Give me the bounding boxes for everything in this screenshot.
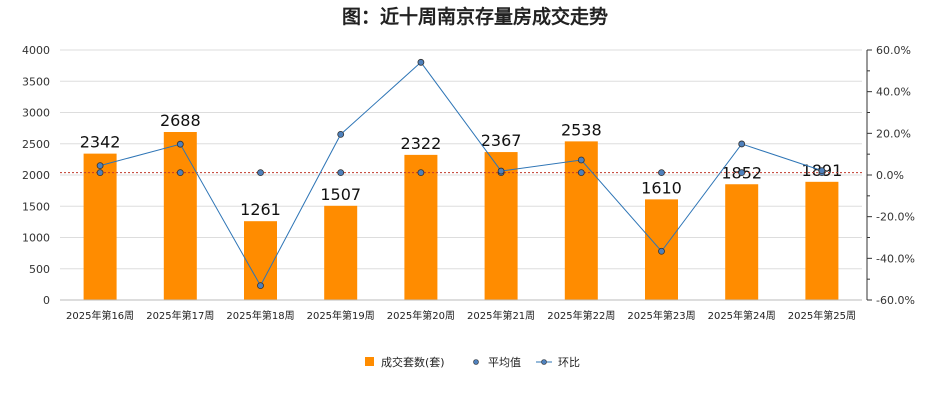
bar (805, 181, 839, 300)
right-tick-label: 20.0% (876, 127, 911, 140)
left-tick-label: 0 (43, 294, 50, 307)
x-tick-label: 2025年第23周 (627, 309, 695, 322)
right-axis: -60.0% -40.0% -20.0% 0.0% 20.0% 40.0% 60.0% (866, 44, 915, 307)
legend-label: 成交套数(套) (381, 355, 445, 369)
x-tick-label: 2025年第22周 (547, 309, 615, 322)
legend-marker-mom (541, 359, 547, 365)
average-point (738, 169, 746, 177)
bar (484, 152, 518, 300)
bar-value-labels: 2342268812611507232223672538161018521891 (80, 111, 843, 219)
x-tick-label: 2025年第19周 (307, 309, 375, 322)
average-point (577, 169, 585, 177)
legend-label: 平均值 (488, 356, 521, 369)
bar (404, 154, 438, 300)
bar (564, 141, 598, 300)
mom-line (99, 61, 823, 287)
x-tick-label: 2025年第16周 (66, 309, 134, 322)
left-tick-label: 1000 (22, 232, 50, 245)
left-tick-label: 2500 (22, 138, 50, 151)
bar-series (83, 132, 839, 300)
bar (83, 153, 117, 300)
mom-point (577, 156, 585, 164)
mom-point (337, 130, 345, 138)
left-tick-label: 1500 (22, 200, 50, 213)
average-point (337, 169, 345, 177)
mom-point (738, 140, 746, 148)
mom-point (417, 58, 425, 66)
average-point (658, 169, 665, 177)
bar-value-label: 2367 (481, 131, 522, 150)
x-tick-label: 2025年第20周 (387, 309, 455, 322)
bar (725, 184, 759, 300)
average-point (96, 169, 104, 177)
bar-value-label: 2688 (160, 111, 201, 130)
x-tick-label: 2025年第18周 (226, 309, 294, 322)
legend-marker-average (473, 359, 479, 365)
right-tick-label: 60.0% (876, 44, 911, 57)
x-axis: 2025年第16周 2025年第17周 2025年第18周 2025年第19周 2025… (60, 299, 862, 322)
right-tick-label: 40.0% (876, 86, 911, 99)
average-point (417, 169, 425, 177)
left-tick-label: 4000 (22, 44, 50, 57)
mom-point (176, 140, 184, 148)
mom-point (257, 282, 264, 290)
mom-series (96, 58, 826, 290)
right-tick-label: -20.0% (876, 211, 915, 224)
left-tick-label: 2000 (22, 169, 50, 182)
mom-point (818, 167, 826, 175)
mom-point (658, 247, 665, 255)
legend-swatch-bar (365, 357, 374, 366)
left-axis: 0 500 1000 1500 2000 2500 3000 3500 4000 (22, 44, 50, 307)
right-tick-label: -40.0% (876, 252, 915, 265)
x-tick-label: 2025年第25周 (788, 309, 856, 322)
chart-title: 图：近十周南京存量房成交走势 (342, 5, 608, 28)
average-point (176, 169, 184, 177)
bar-value-label: 2342 (80, 133, 121, 152)
x-tick-label: 2025年第21周 (467, 309, 535, 322)
left-tick-label: 500 (29, 263, 50, 276)
right-tick-label: 0.0% (876, 169, 904, 182)
left-tick-label: 3000 (22, 107, 50, 120)
left-tick-label: 3500 (22, 75, 50, 88)
mom-point (96, 162, 104, 170)
right-tick-label: -60.0% (876, 294, 915, 307)
legend-label: 环比 (558, 356, 580, 369)
average-point (257, 169, 264, 177)
x-tick-label: 2025年第24周 (708, 309, 776, 322)
bar-value-label: 1507 (320, 185, 361, 204)
bar-value-label: 1261 (240, 200, 281, 219)
bar-value-label: 2322 (401, 134, 442, 153)
bar (163, 132, 197, 300)
bar-value-label: 2538 (561, 120, 602, 139)
bar-value-label: 1610 (641, 178, 682, 197)
legend: 成交套数(套) 平均值 环比 (365, 355, 580, 369)
bar (324, 205, 358, 300)
mom-point (497, 167, 505, 175)
x-tick-label: 2025年第17周 (146, 309, 214, 322)
